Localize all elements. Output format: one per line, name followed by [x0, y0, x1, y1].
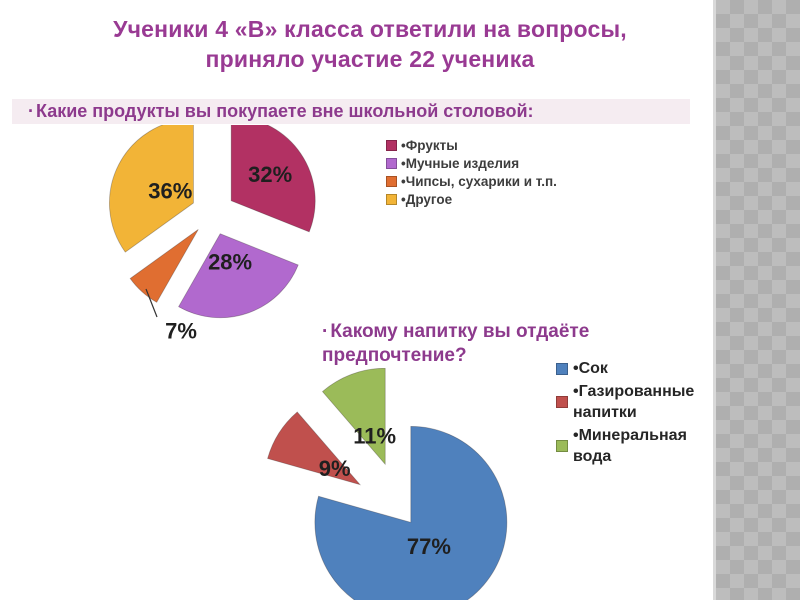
pie-percentage-label: 7%	[165, 319, 197, 344]
legend-item-label: •Минеральная вода	[573, 427, 687, 465]
legend-item-label: •Другое	[401, 191, 453, 207]
pie-slice-2-1	[314, 425, 508, 600]
pie-percentage-label: 9%	[319, 456, 351, 481]
legend-item: •Фрукты	[386, 136, 557, 154]
legend-color-swatch-icon	[556, 396, 568, 408]
legend-item: •Газированные напитки	[556, 381, 716, 423]
decorative-diamond-sidebar	[713, 0, 800, 600]
question2-text: · Какому напитку вы отдаёте предпочтение?	[322, 320, 602, 368]
pie-chart-drinks: 77% 9%11%	[267, 368, 508, 600]
question2-label1: Какому напитку вы отдаёте	[330, 321, 590, 342]
slide-title-line1: Ученики 4 «В» класса ответили на вопросы…	[113, 16, 627, 42]
pie-slice-2-2	[267, 411, 362, 486]
legend-item-label: •Газированные напитки	[573, 383, 695, 421]
legend-item-label: •Сок	[573, 360, 608, 377]
pie-percentage-label: 32%	[248, 162, 292, 187]
legend-item-label: •Мучные изделия	[401, 155, 520, 171]
legend-color-swatch-icon	[386, 139, 397, 151]
legend-color-swatch-icon	[386, 157, 397, 169]
legend-color-swatch-icon	[386, 175, 397, 187]
legend-color-swatch-icon	[556, 362, 568, 375]
pie-slice-1-1	[230, 125, 316, 233]
question1-label: Какие продукты вы покупаете вне школьной…	[36, 101, 534, 121]
legend-item: •Минеральная вода	[556, 425, 716, 467]
legend-item: •Чипсы, сухарики и т.п.	[386, 172, 557, 190]
legend-item: •Сок	[556, 358, 716, 379]
pie-chart-drinks-legend: •Сок •Газированные напитки •Минеральная во…	[556, 358, 716, 469]
pie-chart-products: 32% 28% 7% 36%	[109, 125, 316, 344]
question1-bullet: ·	[28, 101, 34, 121]
pie-slice-2-3	[321, 368, 386, 466]
legend-item-label: •Фрукты	[401, 137, 458, 153]
question2-line1: · Какому напитку вы отдаёте	[322, 320, 602, 344]
pie-slice-1-3	[129, 229, 199, 303]
pie-chart-products-legend: •Фрукты •Мучные изделия •Чипсы, сухарики и…	[386, 136, 557, 208]
question1-text: · Какие продукты вы покупаете вне школьно…	[12, 101, 534, 122]
legend-item-label: •Чипсы, сухарики и т.п.	[401, 173, 557, 189]
label-leader-line	[145, 288, 158, 318]
pie-slice-1-2	[178, 233, 299, 319]
legend-color-swatch-icon	[556, 440, 568, 452]
slide-title: Ученики 4 «В» класса ответили на вопросы…	[60, 14, 680, 74]
pie-percentage-label: 77%	[407, 534, 451, 559]
slide-title-line2: приняло участие 22 ученика	[205, 46, 535, 72]
legend-item: •Мучные изделия	[386, 154, 557, 172]
question2-label2: предпочтение?	[322, 345, 467, 366]
pie-percentage-label: 28%	[208, 250, 252, 275]
legend-item: •Другое	[386, 190, 557, 208]
legend-color-swatch-icon	[386, 193, 397, 205]
pie-percentage-label: 36%	[148, 179, 192, 204]
question1-band: · Какие продукты вы покупаете вне школьно…	[12, 99, 690, 124]
pie-slice-1-4	[109, 125, 194, 253]
pie-percentage-label: 11%	[353, 424, 396, 449]
question2-bullet: ·	[322, 321, 329, 342]
